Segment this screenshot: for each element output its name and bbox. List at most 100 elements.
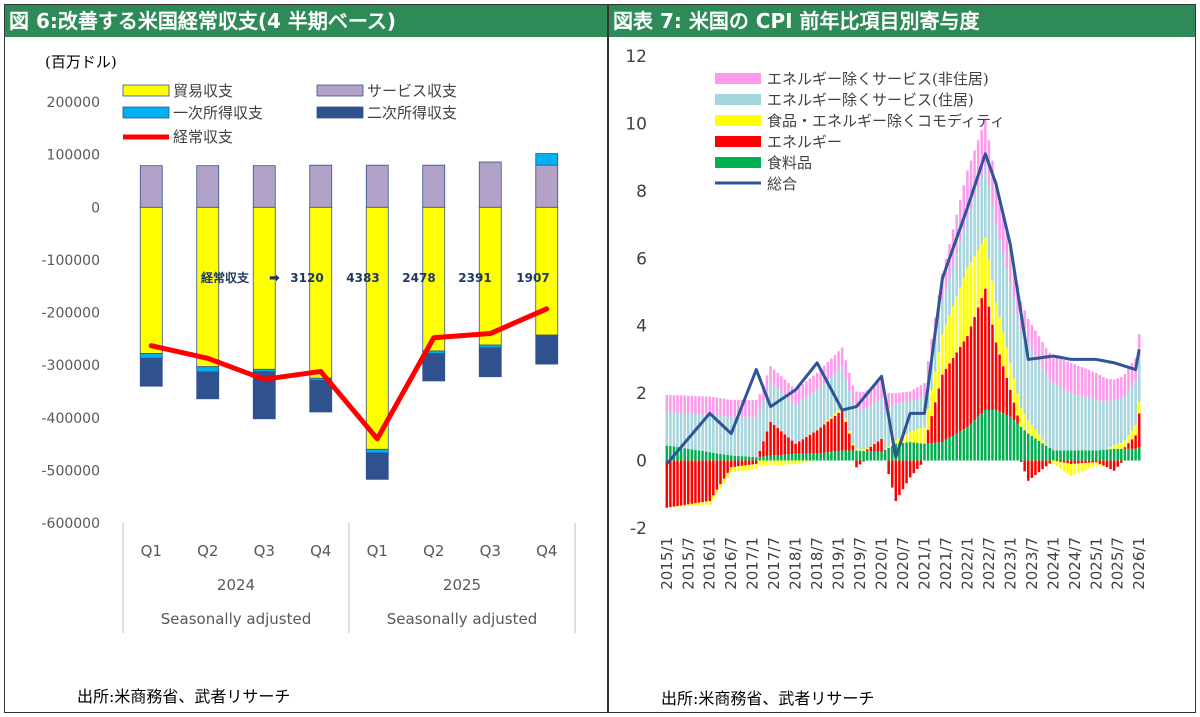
bar-segment [873, 443, 876, 452]
bar-segment [865, 448, 869, 450]
bar-segment [891, 393, 894, 406]
bar-segment [672, 460, 676, 507]
bar-segment [894, 403, 898, 441]
bar-segment [697, 450, 701, 461]
bar-segment [805, 397, 808, 437]
bar-segment [823, 423, 826, 425]
bar-segment [252, 206, 276, 370]
bar-segment [908, 391, 912, 402]
bar-segment [1041, 443, 1044, 461]
bar-segment [1005, 267, 1009, 348]
bar-segment [1009, 281, 1012, 363]
bar-segment [912, 430, 915, 443]
bar-segment [837, 351, 840, 370]
bar-segment [790, 401, 794, 441]
legend-label: 食料品 [767, 154, 812, 172]
bar-segment [1084, 396, 1087, 451]
x-tick-label: Q1 [141, 542, 162, 560]
bar-segment [941, 334, 944, 375]
bar-segment [1048, 460, 1051, 464]
bar-segment [719, 484, 722, 489]
bar-segment [840, 410, 844, 451]
legend-label: サービス収支 [367, 82, 457, 100]
panel-title: 図表 7: 米国の CPI 前年比項目別寄与度 [609, 5, 1195, 37]
bar-segment [712, 495, 715, 500]
bar-segment [139, 165, 163, 208]
bar-segment [776, 388, 779, 429]
bar-segment [976, 250, 980, 308]
x-tick-label: Q4 [310, 542, 331, 560]
bar-segment [955, 296, 958, 353]
adjust-label: Seasonally adjusted [161, 610, 311, 628]
bar-segment [769, 455, 772, 461]
bar-segment [1048, 448, 1051, 461]
bar-segment [984, 120, 987, 168]
bar-segment [309, 206, 333, 379]
bar-segment [769, 460, 772, 466]
bar-segment [676, 506, 679, 507]
bar-segment [808, 434, 812, 454]
bar-segment [962, 277, 966, 342]
bar-segment [869, 446, 873, 452]
bar-segment [1059, 358, 1062, 388]
bar-segment [755, 399, 758, 417]
legend-label: 経常収支 [173, 128, 233, 146]
bar-segment [862, 391, 865, 410]
cpi-contribution-panel: 図表 7: 米国の CPI 前年比項目別寄与度 12 10 8 6 4 2 0 -2 2015/… [608, 4, 1196, 713]
bar-segment [951, 305, 955, 358]
bar-segment [758, 410, 762, 451]
bar-segment [740, 460, 744, 466]
bar-segment [944, 439, 948, 461]
bar-segment [665, 445, 669, 461]
bar-segment [780, 454, 783, 461]
bar-segment [1084, 368, 1087, 397]
bar-segment [994, 342, 998, 410]
bar-segment [747, 416, 751, 457]
bar-segment [1087, 462, 1091, 469]
bar-segment [679, 505, 683, 507]
bar-segment [815, 372, 819, 390]
bar-segment [837, 412, 840, 451]
bar-segment [840, 366, 844, 407]
bar-segment [805, 460, 808, 463]
bar-segment [876, 400, 880, 442]
bar-segment [690, 413, 694, 450]
bar-segment [1137, 357, 1141, 402]
bar-segment [844, 378, 847, 419]
bar-segment [1095, 450, 1098, 461]
bar-segment [751, 416, 754, 457]
bar-segment [805, 453, 808, 461]
bar-segment [740, 416, 744, 457]
bar-segment [1109, 447, 1112, 450]
bar-segment [1087, 397, 1091, 451]
x-tick-label: 2021/1 [915, 537, 933, 590]
bar-segment [729, 399, 733, 417]
bar-segment [1019, 407, 1023, 427]
legend-swatch [122, 84, 170, 97]
bar-segment [919, 428, 923, 444]
bar-segment [758, 393, 762, 411]
bar-segment [744, 399, 747, 417]
annotation-value: 2391 [458, 271, 491, 285]
bar-segment [898, 392, 901, 403]
x-tick-label: 2024/7 [1066, 537, 1084, 590]
bar-segment [665, 460, 669, 508]
bar-segment [826, 421, 830, 453]
bar-segment [880, 452, 883, 461]
bar-segment [1016, 423, 1019, 461]
bar-segment [905, 434, 908, 443]
bar-segment [708, 460, 711, 502]
bar-segment [196, 165, 220, 208]
bar-segment [1134, 435, 1137, 449]
bar-segment [873, 451, 876, 461]
bar-segment [790, 454, 794, 461]
bar-segment [891, 405, 894, 444]
bar-segment [694, 503, 697, 506]
bar-segment [966, 335, 969, 427]
x-tick-label: 2016/1 [701, 537, 719, 590]
bar-segment [765, 460, 769, 466]
x-tick-label: Q2 [423, 542, 444, 560]
bar-segment [365, 452, 389, 480]
bar-segment [1030, 348, 1034, 425]
bar-segment [1027, 420, 1030, 434]
